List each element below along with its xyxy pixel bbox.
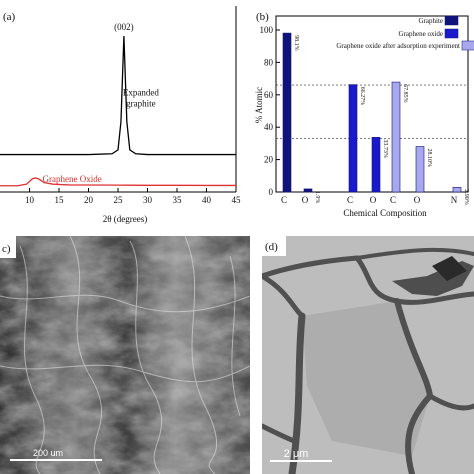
sem-wrinkles (0, 236, 250, 474)
graphene-sheet (302, 301, 430, 456)
xrd-x-tick-label: 35 (173, 195, 183, 205)
xrd-x-axis-label: 2θ (degrees) (103, 214, 148, 224)
composition-bar-0-1 (303, 188, 313, 193)
composition-bar-value-label: 28.10% (426, 148, 432, 167)
composition-y-tick-label: 20 (264, 155, 274, 165)
composition-legend-label-1: Graphene oxide (398, 30, 443, 38)
composition-legend: Graphite Graphene oxide Graphene oxide aft… (336, 15, 474, 51)
composition-legend-swatch-1 (444, 28, 459, 39)
peak-002-label: (002) (114, 22, 134, 32)
composition-chart: 0 20 40 60 80 100 98.1% C 1.9% O 66.27% C 33.73% O 67… (254, 11, 474, 218)
composition-bar-1-0 (348, 84, 358, 193)
composition-category-label: O (370, 195, 377, 205)
panel-b: 0 20 40 60 80 100 98.1% C 1.9% O 66.27% C 33.73% O 67… (250, 0, 474, 232)
composition-bar-2-2 (452, 187, 462, 193)
composition-y-tick-label: 40 (264, 122, 274, 132)
expanded-graphite-label-line1: Expanded (123, 87, 159, 97)
composition-bars: 98.1% C 1.9% O 66.27% C 33.73% O 67.85% C 28.10% O 2… (281, 32, 469, 205)
panel-d-tem-image: (d) 2 μm (262, 236, 474, 474)
xrd-series-line-0 (0, 35, 236, 156)
composition-bar-2-1 (415, 146, 425, 193)
composition-bar-value-label: 66.27% (359, 87, 365, 106)
composition-bar-value-label: 98.1% (293, 35, 299, 51)
panel-c-sem-image: c) 200 um (0, 236, 250, 474)
tem-scale-label: 2 μm (284, 448, 309, 460)
xrd-series-line-1 (0, 177, 236, 187)
panel-c-label: c) (2, 243, 11, 255)
composition-category-label: C (390, 195, 396, 205)
composition-legend-label-2: Graphene oxide after adsorption experime… (336, 42, 460, 50)
xrd-x-tick-label: 30 (143, 195, 153, 205)
composition-y-tick-label: 60 (264, 90, 274, 100)
xrd-axes (0, 6, 237, 193)
composition-y-tick-label: 100 (260, 25, 274, 35)
composition-y-tick-label: 80 (264, 57, 274, 67)
composition-bar-value-label: 2.90% (463, 189, 469, 205)
expanded-graphite-label-line2: graphite (126, 98, 156, 108)
composition-legend-swatch-0 (444, 15, 459, 26)
composition-y-axis-label: % Atomic (254, 87, 264, 123)
xrd-x-tick-label: 40 (202, 195, 212, 205)
carbon-grid (262, 247, 474, 474)
composition-legend-swatch-2 (461, 40, 474, 51)
xrd-x-tick-label: 20 (84, 195, 94, 205)
sem-scale-label: 200 um (33, 448, 63, 458)
composition-category-label: O (414, 195, 421, 205)
composition-x-axis-label: Chemical Composition (343, 208, 427, 218)
tem-micrograph: (d) 2 μm (262, 236, 474, 474)
panel-a-label: (a) (3, 11, 16, 23)
xrd-x-tick-label: 15 (55, 195, 65, 205)
xrd-x-tick-label: 10 (25, 195, 35, 205)
xrd-ticks: 10 15 20 25 30 35 40 45 (25, 188, 241, 205)
xrd-series (0, 35, 236, 187)
composition-bar-2-0 (391, 81, 401, 193)
composition-bar-value-label: 33.73% (382, 139, 388, 158)
composition-bar-value-label: 67.85% (402, 84, 408, 103)
sem-micrograph: c) 200 um (0, 236, 250, 474)
xrd-chart: 10 15 20 25 30 35 40 45 (a) 2θ (degrees) (002) … (0, 6, 241, 224)
composition-category-label: C (347, 195, 353, 205)
composition-bar-0-0 (282, 32, 292, 193)
tem-aggregate (392, 256, 474, 296)
panel-b-label: (b) (256, 11, 269, 23)
composition-category-label: C (281, 195, 287, 205)
xrd-x-tick-label: 25 (114, 195, 124, 205)
composition-category-label: O (302, 195, 309, 205)
panel-a: 10 15 20 25 30 35 40 45 (a) 2θ (degrees) (002) … (0, 0, 250, 232)
xrd-x-tick-label: 45 (232, 195, 242, 205)
composition-category-label: N (451, 195, 458, 205)
composition-y-tick-label: 0 (269, 187, 274, 197)
composition-bar-value-label: 1.9% (314, 191, 320, 204)
composition-legend-label-0: Graphite (419, 17, 444, 25)
graphene-oxide-curve-label: Graphene Oxide (42, 174, 101, 184)
panel-d-label: (d) (265, 241, 278, 253)
composition-bar-1-1 (371, 137, 381, 193)
